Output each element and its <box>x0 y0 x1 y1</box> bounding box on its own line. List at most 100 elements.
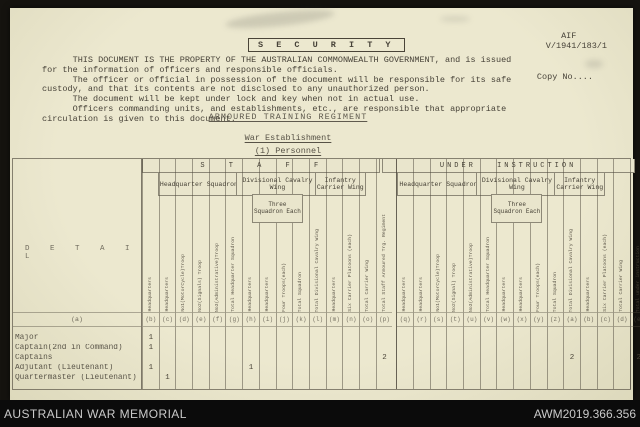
table-cell <box>631 363 640 373</box>
table-cell <box>598 343 614 353</box>
column-header-rotated: Headquarters <box>419 277 425 312</box>
security-notice-line: THIS DOCUMENT IS THE PROPERTY OF THE AUS… <box>42 55 512 65</box>
column-header-rotated: Total Squadron <box>552 271 558 312</box>
table-cell <box>327 363 343 373</box>
security-notice-paragraphs: THIS DOCUMENT IS THE PROPERTY OF THE AUS… <box>42 55 512 125</box>
table-column: Headquarters (b) <box>579 159 597 389</box>
scan-smudge <box>585 60 603 68</box>
table-cell <box>481 363 497 373</box>
table-cell <box>377 343 393 353</box>
ref-line-number: V/1941/183/1 <box>545 40 607 51</box>
table-column: Headquarters (w) <box>496 159 514 389</box>
table-cell <box>548 353 564 363</box>
ref-line-aif: AIF <box>545 31 577 41</box>
column-header-rotated: Headquarters <box>164 277 170 312</box>
copy-number-line: Copy No.... <box>536 72 593 82</box>
row-label: Captain(2nd in Command) <box>15 344 123 352</box>
table-column: Total Squadron (z) <box>546 159 564 389</box>
table-cell <box>260 353 276 363</box>
security-classification-title: S E C U R I T Y <box>248 38 405 52</box>
table-cell <box>431 353 447 363</box>
table-cell <box>377 373 393 383</box>
column-letter: (y) <box>530 312 547 327</box>
column-header-rotated: Headquarters <box>248 277 254 312</box>
table-cell <box>160 363 176 373</box>
table-column: Total Divisional Cavalry Wing (a) 2 <box>563 159 580 389</box>
scan-smudge <box>440 16 470 22</box>
table-cell <box>414 373 430 383</box>
column-header-rotated: Headquarters <box>519 277 525 312</box>
table-column: Total under instruction(e) 2 <box>629 159 640 389</box>
column-header-rotated: Four Troops(each) <box>281 263 287 312</box>
table-cell <box>414 353 430 363</box>
table-column: Total Headquarter Squadron (v) <box>479 159 497 389</box>
table-cell: 1 <box>165 374 170 382</box>
table-column: Headquarters (r) <box>413 159 430 389</box>
security-notice-line: for the information of officers and resp… <box>42 64 338 75</box>
table-cell <box>548 373 564 383</box>
table-cell <box>464 353 480 363</box>
table-cell <box>514 333 530 343</box>
table-cell <box>327 373 343 383</box>
column-letter: (w) <box>497 312 514 327</box>
table-cell <box>548 363 564 373</box>
table-column: Total Carrier Wing (o) <box>358 159 376 389</box>
subtitle-war-establishment: War Establishment <box>244 133 332 143</box>
detail-column-header: D E T A I L <box>25 245 138 261</box>
column-letter: (b) <box>143 312 159 327</box>
column-letter: (p) <box>376 312 393 327</box>
table-cell <box>531 343 547 353</box>
table-column: Total Carrier Wing (d) <box>613 159 630 389</box>
detail-column-letter: (a) <box>13 312 141 327</box>
table-cell <box>581 343 597 353</box>
column-letter: (k) <box>293 312 309 327</box>
table-cell <box>497 363 513 373</box>
table-cell <box>531 353 547 363</box>
table-cell <box>431 373 447 383</box>
column-letter: (v) <box>480 312 497 327</box>
table-cell <box>160 353 176 363</box>
table-cell <box>581 373 597 383</box>
table-cell <box>293 343 309 353</box>
row-label: Adjutant (Lieutenant) <box>15 364 114 372</box>
table-column: Four Troops(each) (j) <box>275 159 293 389</box>
table-cell <box>310 373 326 383</box>
table-cell <box>360 333 376 343</box>
column-header-rotated: Total Headquarter Squadron <box>231 237 237 312</box>
table-column: No3(Administrative)Troop (f) <box>208 159 226 389</box>
table-cell <box>143 353 159 363</box>
column-header-rotated: Headquarters <box>148 277 154 312</box>
column-header-rotated: Four Troops(each) <box>535 263 541 312</box>
table-cell <box>226 373 242 383</box>
column-letter: (m) <box>326 312 343 327</box>
table-column: No2(Signal) Troop (t) <box>446 159 464 389</box>
table-column: Headquarters (c) 1 <box>158 159 176 389</box>
table-cell <box>614 353 630 363</box>
table-cell <box>481 343 497 353</box>
table-column: Headquarters (q) <box>396 159 413 389</box>
table-cell <box>343 363 359 373</box>
table-column: Four Troops(each) (y) <box>529 159 547 389</box>
table-cell <box>260 333 276 343</box>
document-titles: ARMOURED TRAINING REGIMENT War Establish… <box>10 112 566 156</box>
table-cell <box>414 343 430 353</box>
table-cell <box>226 353 242 363</box>
table-cell <box>481 333 497 343</box>
column-header-rotated: Total Headquarter Squadron <box>485 237 491 312</box>
security-notice-line: The officer or official in possession of… <box>42 74 512 85</box>
table-cell <box>260 363 276 373</box>
table-column: Headquarters (h) 1 <box>242 159 259 389</box>
section-personnel: (1) Personnel <box>254 146 322 156</box>
row-labels: Major Captain(2nd in Command) Captains Adju… <box>13 327 141 389</box>
row-label: Quartermaster (Lieutenant) <box>15 374 137 382</box>
war-establishment-table: D E T A I L (a) Major Captain(2nd in Comm… <box>12 158 640 390</box>
table-cell <box>548 343 564 353</box>
table-cell <box>360 353 376 363</box>
table-cell <box>431 333 447 343</box>
table-cell <box>226 343 242 353</box>
table-cell <box>343 373 359 383</box>
table-cell <box>564 343 580 353</box>
table-cell <box>360 373 376 383</box>
table-cell <box>327 333 343 343</box>
column-letter: (b) <box>580 312 597 327</box>
